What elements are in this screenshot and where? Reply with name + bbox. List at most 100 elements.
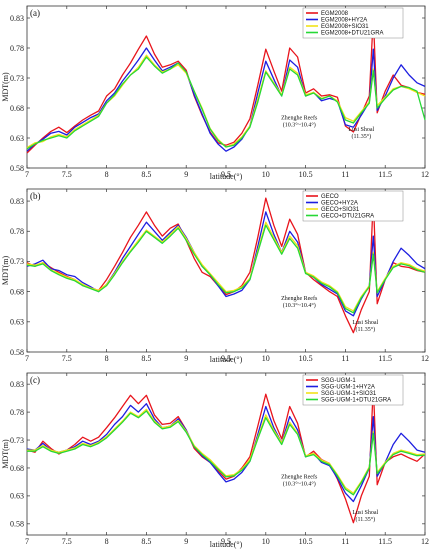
panel-letter: (c): [30, 375, 40, 385]
chart-panel-3: 0.58 0.63 0.68 0.73 0.78 0.83 7 7.5 8 8.5 9 9.5 10 10…: [1, 372, 429, 549]
series-line-3: [27, 408, 426, 494]
legend: EGM2008EGM2008+HY2AEGM2008+SIO31EGM2008+…: [302, 7, 404, 39]
legend-label-3: GECO+SIO31: [321, 207, 360, 213]
panel-letter: (a): [30, 8, 40, 18]
y-tick-label: 0.73: [10, 436, 24, 445]
legend-label-3: EGM2008+SIO31: [321, 24, 369, 30]
legend: SGG-UGM-1SGG-UGM-1+HY2ASGG-UGM-1+SIO31SG…: [302, 374, 404, 406]
annotation-1-sub: (10.3°~10.4°): [283, 481, 316, 488]
y-tick-label: 0.83: [10, 380, 24, 389]
x-tick-label: 10.5: [299, 537, 313, 546]
x-tick-label: 11: [342, 537, 350, 546]
legend-label-3: SGG-UGM-1+SIO31: [321, 391, 377, 397]
legend-box: [302, 7, 404, 39]
series-line-4: [26, 224, 426, 314]
y-tick-label: 0.73: [10, 74, 24, 83]
legend-label-1: SGG-UGM-1: [321, 378, 356, 384]
y-tick-label: 0.58: [10, 164, 24, 173]
legend-label-2: EGM2008+HY2A: [321, 18, 367, 24]
annotation-2: Lusi Shoal: [352, 320, 378, 326]
x-tick-label: 12: [421, 537, 429, 546]
annotation-1: Zhenghe Reefs: [281, 114, 318, 121]
y-axis-label: MDT(m): [1, 72, 10, 102]
x-axis-label: latitude(°): [210, 355, 243, 364]
y-tick-label: 0.78: [10, 408, 24, 417]
y-tick-label: 0.68: [10, 104, 24, 113]
x-tick-label: 7.5: [62, 170, 72, 179]
x-tick-label: 11.5: [378, 354, 392, 363]
x-tick-label: 10: [262, 537, 270, 546]
legend-box: [302, 374, 404, 406]
y-tick-label: 0.58: [10, 348, 24, 357]
x-tick-label: 7: [25, 537, 29, 546]
y-tick-label: 0.58: [10, 520, 24, 529]
legend-label-4: SGG-UGM-1+DTU21GRA: [321, 398, 391, 404]
x-tick-label: 11.5: [378, 170, 392, 179]
y-tick-label: 0.63: [10, 318, 24, 327]
x-tick-label: 9: [184, 170, 188, 179]
annotation-1-sub: (10.3°~10.4°): [283, 302, 316, 309]
series-line-1: [26, 16, 426, 154]
annotation-2-sub: (11.35°): [355, 326, 375, 333]
y-tick-label: 0.83: [10, 14, 24, 23]
y-tick-label: 0.73: [10, 257, 24, 266]
chart-panel-2: 0.58 0.63 0.68 0.73 0.78 0.83 7 7.5 8 8.5 9 9.5 10 10…: [1, 188, 429, 364]
annotation-1-sub: (10.3°~10.4°): [283, 121, 316, 128]
x-tick-label: 7: [25, 170, 29, 179]
x-tick-label: 8.5: [141, 537, 151, 546]
chart-panel-1: 0.58 0.63 0.68 0.73 0.78 0.83 7 7.5 8 8.5 9 9.5 10 10…: [1, 5, 429, 181]
legend-label-2: GECO+HY2A: [321, 201, 358, 207]
x-axis-label: latitude(°): [210, 540, 243, 549]
x-tick-label: 11: [342, 170, 350, 179]
y-tick-label: 0.83: [10, 197, 24, 206]
x-tick-label: 8.5: [141, 170, 151, 179]
y-tick-label: 0.68: [10, 464, 24, 473]
annotation-2-sub: (11.35°): [351, 133, 371, 140]
x-tick-label: 8: [105, 537, 109, 546]
y-tick-label: 0.78: [10, 44, 24, 53]
annotation-2: Lusi Shoal: [352, 510, 378, 516]
x-tick-label: 7.5: [62, 354, 72, 363]
series-line-1: [26, 385, 426, 524]
series-line-4: [26, 56, 426, 150]
x-tick-label: 9: [184, 537, 188, 546]
annotation-2-sub: (11.35°): [355, 516, 375, 523]
x-tick-label: 8: [105, 354, 109, 363]
x-tick-label: 10.5: [299, 354, 313, 363]
x-tick-label: 8: [105, 170, 109, 179]
legend-label-4: GECO+DTU21GRA: [321, 214, 374, 220]
legend-label-1: EGM2008: [321, 11, 349, 17]
x-tick-label: 12: [421, 170, 429, 179]
x-tick-label: 9: [184, 354, 188, 363]
annotation-1: Zhenghe Reefs: [281, 474, 318, 481]
annotation-1: Zhenghe Reefs: [281, 295, 318, 302]
x-tick-label: 10: [262, 354, 270, 363]
annotation-2: Lusi Shoal: [348, 127, 374, 133]
x-tick-label: 7.5: [62, 537, 72, 546]
y-tick-label: 0.63: [10, 492, 24, 501]
y-axis-label: MDT(m): [1, 256, 10, 286]
x-tick-label: 12: [421, 354, 429, 363]
x-tick-label: 11.5: [378, 537, 392, 546]
series-line-3: [26, 221, 426, 312]
legend-label-4: EGM2008+DTU21GRA: [321, 31, 384, 37]
x-tick-label: 11: [342, 354, 350, 363]
x-tick-label: 7: [25, 354, 29, 363]
y-axis-label: MDT(m): [1, 439, 10, 469]
series-line-4: [27, 410, 426, 496]
y-tick-label: 0.63: [10, 134, 24, 143]
legend-box: [302, 190, 404, 222]
x-axis-label: latitude(°): [210, 172, 243, 181]
x-tick-label: 9.5: [221, 354, 231, 363]
x-tick-label: 10.5: [299, 170, 313, 179]
series-line-2: [26, 403, 426, 503]
y-tick-label: 0.78: [10, 227, 24, 236]
y-tick-label: 0.68: [10, 287, 24, 296]
panel-letter: (b): [30, 191, 41, 201]
legend-label-2: SGG-UGM-1+HY2A: [321, 385, 375, 391]
legend-label-1: GECO: [321, 194, 339, 200]
x-tick-label: 10: [262, 170, 270, 179]
x-tick-label: 9.5: [221, 537, 231, 546]
